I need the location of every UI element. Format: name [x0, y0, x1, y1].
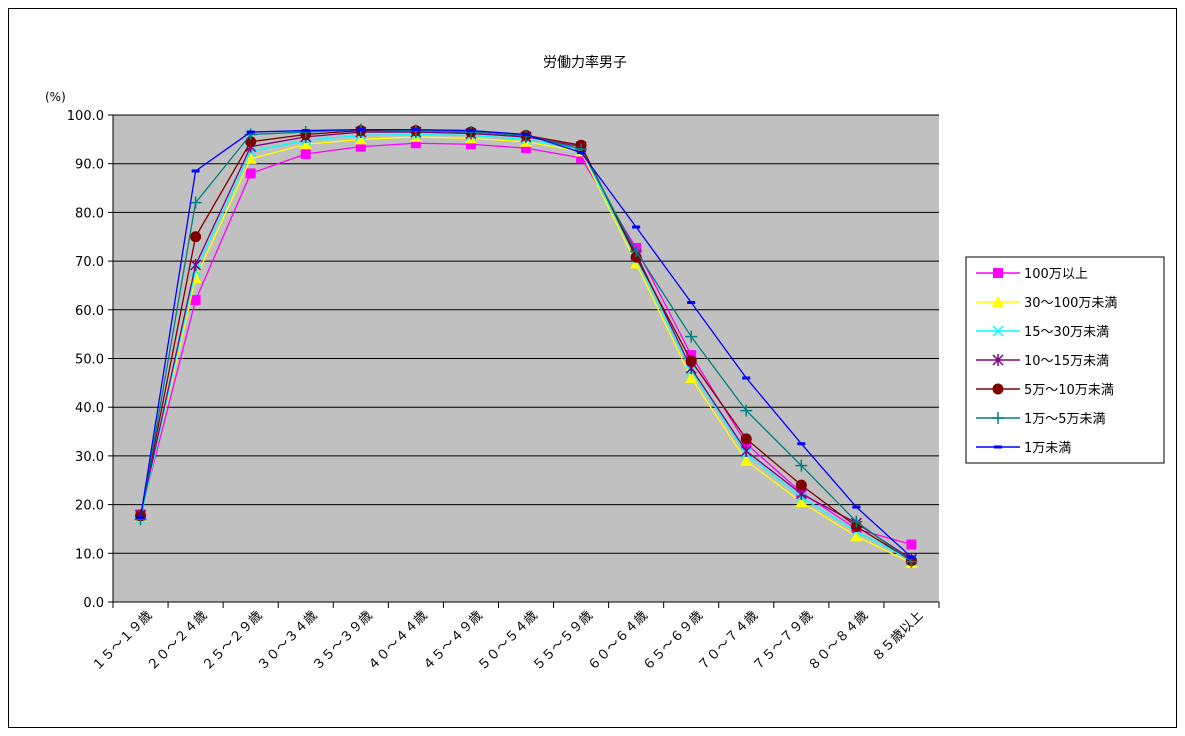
y-tick-labels: 0.0 10.0 20.0 30.0 40.0 50.0 60.0 70.0 80.0 90.0 1…	[67, 109, 104, 611]
data-point	[632, 225, 641, 229]
data-point	[795, 496, 808, 508]
legend: 100万以上 30～100万未満 15～30万未満 10～15万未満 5万～10万未満 1…	[965, 256, 1165, 464]
data-point	[190, 231, 202, 243]
series-layer	[134, 123, 918, 569]
legend-marker	[992, 354, 1004, 366]
data-point	[906, 539, 917, 550]
legend-label: 15～30万未満	[1024, 325, 1109, 340]
legend-item: 1万未満	[976, 441, 1071, 456]
y-tick-label: 30.0	[75, 450, 104, 465]
data-point	[300, 148, 311, 159]
data-point	[189, 196, 202, 209]
legend-label: 30～100万未満	[1024, 296, 1117, 311]
data-point	[576, 152, 587, 163]
legend-item: 10～15万未満	[976, 354, 1109, 369]
data-point	[355, 141, 366, 152]
legend-label: 100万以上	[1024, 267, 1088, 282]
data-point	[795, 459, 808, 472]
data-point	[521, 143, 531, 154]
legend-label: 10～15万未満	[1024, 354, 1109, 369]
data-point	[466, 129, 475, 133]
data-point	[740, 433, 752, 445]
data-point	[245, 168, 256, 179]
data-point	[244, 152, 257, 164]
data-point	[410, 138, 421, 149]
chart-svg: 労働力率男子 (%) 0.0 10.0 20.0 30.0 40.0 50.0 60.0 70…	[45, 54, 1165, 674]
series-7	[136, 128, 916, 559]
data-point	[299, 138, 312, 150]
data-point	[301, 129, 310, 133]
data-point	[245, 136, 257, 148]
data-point	[685, 371, 698, 383]
data-point	[356, 128, 365, 132]
y-axis-unit: (%)	[45, 90, 66, 104]
data-point	[411, 128, 420, 132]
y-tick-label: 0.0	[83, 596, 104, 611]
chart-frame: 労働力率男子 (%) 0.0 10.0 20.0 30.0 40.0 50.0 60.0 70…	[8, 8, 1177, 728]
legend-item: 5万～10万未満	[976, 383, 1114, 398]
data-point	[577, 150, 586, 154]
legend-marker	[992, 296, 1004, 307]
data-point	[685, 355, 697, 367]
y-tick-label: 90.0	[75, 158, 104, 173]
y-tick-label: 80.0	[75, 206, 104, 221]
y-tick-label: 50.0	[75, 353, 104, 368]
data-point	[191, 169, 200, 173]
legend-marker	[992, 383, 1004, 395]
data-point	[685, 330, 698, 343]
data-point	[630, 245, 643, 258]
data-point	[740, 454, 753, 466]
legend-label: 1万未満	[1024, 441, 1071, 456]
data-point	[465, 139, 476, 150]
data-point	[522, 132, 530, 136]
legend-marker	[994, 445, 1002, 449]
chart-title: 労働力率男子	[543, 54, 627, 71]
y-tick-label: 100.0	[67, 109, 104, 124]
data-point	[136, 516, 145, 520]
legend-marker	[992, 325, 1004, 337]
legend-item: 100万以上	[976, 267, 1088, 282]
legend-label: 5万～10万未満	[1024, 383, 1114, 398]
legend-marker	[993, 268, 1003, 278]
y-tick-label: 70.0	[75, 255, 104, 270]
data-point	[850, 515, 863, 528]
legend-item: 1万～5万未満	[976, 412, 1106, 427]
x-tick-labels: １５～１９歳２０～２４歳２５～２９歳３０～３４歳３５～３９歳４０～４４歳４５～４…	[90, 608, 927, 674]
y-tick-label: 60.0	[75, 304, 104, 319]
axes	[108, 114, 940, 608]
y-tick-label: 10.0	[75, 547, 104, 562]
data-point	[850, 530, 863, 542]
data-point	[190, 295, 201, 306]
data-point	[740, 445, 752, 458]
data-point	[795, 479, 807, 491]
y-tick-label: 20.0	[75, 499, 104, 514]
legend-item: 30～100万未満	[976, 296, 1117, 311]
legend-label: 1万～5万未満	[1024, 412, 1106, 427]
legend-marker	[992, 412, 1004, 424]
data-point	[687, 300, 696, 304]
data-point	[740, 404, 753, 417]
y-tick-label: 40.0	[75, 401, 104, 416]
data-point	[246, 130, 255, 134]
data-point	[190, 258, 202, 271]
data-point	[852, 505, 861, 509]
data-point	[686, 350, 697, 361]
data-point	[354, 133, 367, 145]
x-tick-label: ８５歳以上	[870, 608, 927, 665]
data-point	[797, 442, 806, 446]
legend-item: 15～30万未満	[976, 325, 1109, 340]
data-point	[742, 376, 751, 380]
data-point	[907, 555, 916, 559]
